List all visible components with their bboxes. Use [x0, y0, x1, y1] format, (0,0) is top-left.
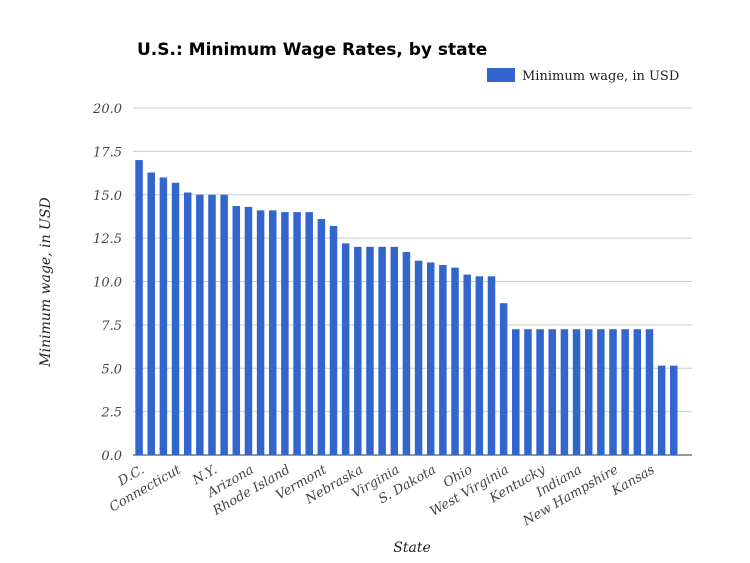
- bar: [244, 206, 253, 455]
- bar: [645, 329, 654, 455]
- bar: [196, 194, 204, 455]
- bar: [475, 276, 484, 455]
- y-tick-label: 5.0: [101, 362, 122, 377]
- x-axis-label: State: [393, 540, 430, 556]
- y-tick-label: 15.0: [93, 189, 122, 204]
- y-tick-label: 17.5: [93, 145, 122, 160]
- bar: [390, 246, 399, 455]
- bar: [208, 194, 216, 455]
- bar: [609, 329, 617, 455]
- bar: [560, 329, 569, 455]
- bar: [305, 212, 313, 455]
- bar: [621, 329, 629, 455]
- x-tick-label: Connecticut: [107, 462, 184, 515]
- bar: [171, 182, 180, 455]
- bar: [269, 210, 277, 455]
- bar: [402, 252, 411, 455]
- bar: [220, 194, 228, 455]
- y-axis-label: Minimum wage, in USD: [38, 197, 54, 367]
- bar: [354, 246, 362, 455]
- bar: [439, 265, 447, 455]
- y-tick-label: 12.5: [93, 232, 122, 247]
- bar: [536, 329, 544, 455]
- bar: [317, 219, 326, 455]
- legend-swatch: [487, 68, 515, 82]
- chart-title: U.S.: Minimum Wage Rates, by state: [137, 40, 487, 60]
- legend-label: Minimum wage, in USD: [522, 69, 679, 84]
- bar: [293, 212, 301, 455]
- bar: [341, 243, 350, 455]
- bar: [572, 329, 581, 455]
- bar: [232, 206, 241, 455]
- bar: [657, 365, 666, 455]
- bar: [597, 329, 605, 455]
- y-tick-label: 20.0: [92, 102, 122, 117]
- bar: [584, 329, 593, 455]
- bar: [378, 246, 386, 455]
- bar: [281, 212, 289, 455]
- y-tick-label: 2.5: [100, 406, 122, 421]
- y-tick-label: 0.0: [101, 449, 122, 464]
- bar: [426, 262, 435, 455]
- bar: [548, 329, 556, 455]
- bar: [256, 210, 265, 455]
- bar: [463, 274, 471, 455]
- bar: [524, 329, 532, 455]
- bar: [135, 160, 143, 456]
- y-tick-label: 7.5: [101, 319, 122, 334]
- bar: [159, 177, 168, 455]
- bar: [670, 365, 678, 455]
- bar: [366, 246, 374, 455]
- bar: [183, 192, 192, 455]
- bar: [329, 225, 338, 455]
- bar: [414, 260, 423, 455]
- bar: [487, 276, 496, 455]
- y-tick-label: 10.0: [93, 276, 122, 291]
- bar: [147, 172, 155, 456]
- bar: [633, 329, 642, 455]
- bar: [451, 267, 459, 455]
- bar: [512, 329, 520, 455]
- bar: [499, 303, 508, 455]
